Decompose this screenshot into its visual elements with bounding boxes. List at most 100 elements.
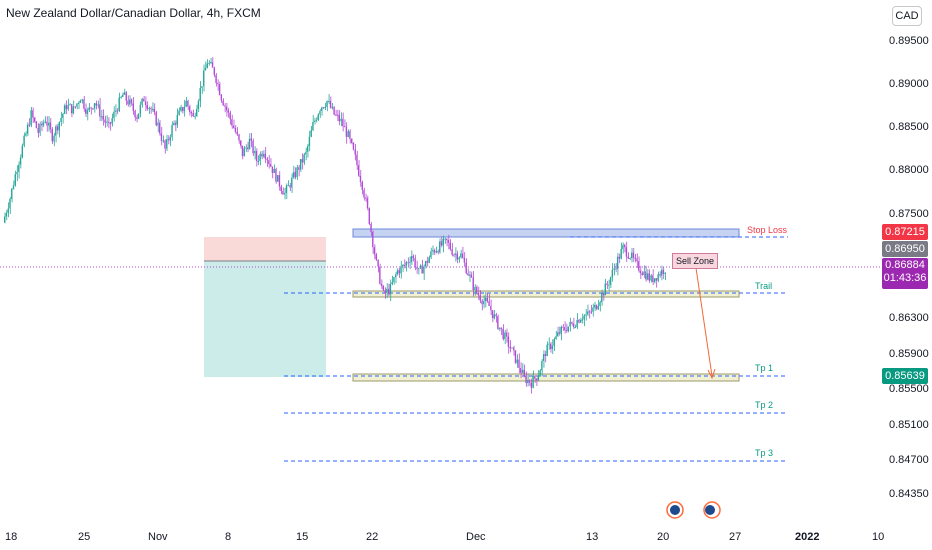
candle-body [523, 369, 525, 376]
candle-body [544, 354, 546, 357]
candle-body [511, 347, 513, 349]
candle-body [409, 261, 411, 263]
time-label: 15 [296, 531, 308, 543]
candle-body [659, 274, 661, 276]
candle-body [232, 125, 235, 128]
candle-body [292, 172, 295, 178]
tp1-zone-rect[interactable] [352, 373, 740, 382]
candle-body [481, 300, 483, 305]
trail-zone-rect[interactable] [352, 290, 740, 298]
candle-body [571, 322, 573, 324]
candle-body [67, 104, 69, 110]
candle-body [431, 250, 434, 252]
candle-body [562, 326, 564, 328]
candle-body [130, 99, 133, 104]
candle-body [44, 121, 46, 123]
candle-body [565, 329, 568, 332]
candle-body [518, 359, 520, 368]
candle-body [363, 189, 365, 198]
close-price-tag: 0.86950 [882, 241, 928, 257]
candle-body [310, 130, 312, 137]
candle-body [505, 332, 508, 337]
candle-body [446, 238, 448, 241]
candle-body [171, 124, 173, 138]
candle-body [558, 332, 561, 334]
candle-body [382, 286, 384, 291]
price-label: 0.85500 [889, 383, 929, 395]
candle-body [479, 295, 481, 301]
candle-body [384, 290, 386, 294]
candle-body [574, 327, 576, 329]
candle-body [185, 100, 187, 107]
candle-body [638, 261, 640, 271]
target-arrow[interactable] [695, 267, 713, 377]
candle-body [535, 378, 538, 381]
candle-body [365, 197, 367, 199]
candle-body [141, 98, 143, 105]
candle-body [636, 258, 638, 262]
candle-body [97, 104, 99, 106]
candle-body [227, 110, 229, 113]
candle-body [534, 376, 536, 379]
candle-body [211, 62, 214, 68]
candle-body [148, 108, 150, 110]
candle-body [100, 116, 103, 118]
candle-body [498, 327, 501, 329]
candle-body [16, 171, 18, 175]
candle-body [102, 116, 104, 120]
candle-body [336, 114, 339, 116]
price-label: 0.89500 [889, 35, 929, 47]
candle-body [173, 123, 175, 125]
price-axis[interactable]: 0.89500 0.89000 0.88500 0.88000 0.87500 … [889, 35, 929, 500]
stop-price-tag: 0.87215 [882, 224, 928, 240]
candle-body [439, 241, 441, 253]
trail-label: Trail [755, 281, 772, 291]
stop-zone-rect[interactable] [352, 228, 740, 238]
time-axis[interactable]: 18 25 Nov 8 15 22 Dec 13 20 27 2022 10 [5, 531, 884, 543]
event-icons[interactable] [666, 501, 721, 519]
time-label: 2022 [795, 531, 819, 543]
stop-loss-label: Stop Loss [747, 225, 788, 235]
candle-body [322, 107, 325, 109]
candle-body [437, 251, 439, 253]
candle-body [247, 147, 249, 150]
candle-body [144, 101, 147, 106]
candle-body [86, 110, 89, 114]
candle-body [162, 140, 164, 142]
candle-body [557, 332, 559, 337]
candle-body [639, 270, 642, 274]
candle-body [373, 247, 376, 255]
candle-body [616, 256, 619, 270]
tp3-label: Tp 3 [755, 448, 773, 458]
risk-zone[interactable] [204, 237, 326, 261]
candle-body [537, 376, 539, 381]
candle-body [308, 136, 310, 147]
candle-body [250, 138, 252, 141]
candle-body [368, 208, 370, 224]
candle-body [650, 275, 652, 281]
candle-body [58, 122, 60, 131]
candle-body [285, 185, 288, 193]
candle-body [396, 270, 398, 275]
candle-body [442, 238, 444, 246]
time-label: 8 [225, 531, 231, 543]
candle-body [484, 298, 487, 302]
candle-body [623, 244, 626, 248]
price-label: 0.84350 [889, 488, 929, 500]
candle-body [380, 283, 383, 287]
candle-body [225, 106, 228, 111]
candle-body [539, 370, 541, 377]
sell-zone-label[interactable]: Sell Zone [672, 253, 718, 269]
candle-body [664, 272, 666, 274]
currency-button[interactable]: CAD [892, 6, 922, 26]
candle-body [514, 350, 517, 363]
reward-zone[interactable] [204, 261, 326, 377]
candle-body [234, 127, 236, 132]
candle-body [11, 188, 13, 199]
candle-body [160, 133, 162, 141]
time-label: Nov [148, 531, 168, 543]
candle-body [551, 345, 553, 350]
candle-body [276, 175, 279, 182]
candle-body [578, 319, 580, 323]
